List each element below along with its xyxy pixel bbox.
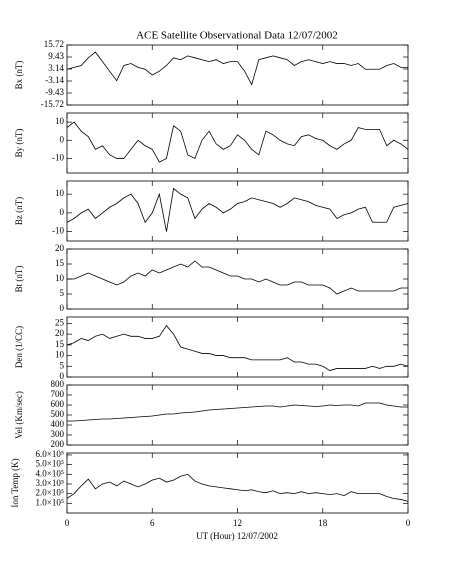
y-tick-label: 3.14 — [48, 63, 64, 73]
y-tick-label: 5 — [60, 360, 65, 370]
x-tick-label: 0 — [65, 518, 70, 528]
y-tick-label: 600 — [51, 399, 65, 409]
y-tick-label: 15.72 — [44, 39, 64, 49]
y-tick-label: 3.0×10⁵ — [36, 478, 64, 488]
y-tick-label: 700 — [51, 389, 65, 399]
y-tick-label: 15 — [55, 258, 65, 268]
y-tick-label: 0 — [60, 134, 65, 144]
y-tick-label: 20 — [55, 328, 65, 338]
y-tick-label: 2.0×10⁵ — [36, 488, 64, 498]
panel-frame — [66, 248, 409, 310]
data-line — [66, 51, 408, 86]
y-axis-label: Ion Temp (K) — [10, 458, 20, 507]
x-tick-label: 12 — [233, 518, 242, 528]
y-tick-label: 20 — [55, 243, 65, 253]
y-axis-label: Bt (nT) — [14, 266, 24, 293]
panel-frame — [66, 112, 409, 174]
data-line — [66, 187, 409, 232]
y-tick-label: 800 — [51, 379, 65, 389]
y-tick-label: 5 — [60, 288, 65, 298]
y-tick-label: 15 — [55, 339, 65, 349]
x-tick-label: 18 — [318, 518, 328, 528]
y-tick-label: -10 — [52, 226, 64, 236]
y-tick-label: 0 — [60, 303, 65, 313]
y-tick-label: 9.43 — [48, 51, 64, 61]
panel-frame — [66, 452, 409, 514]
y-tick-label: 10 — [55, 188, 65, 198]
y-tick-label: 10 — [55, 116, 65, 126]
y-axis-label: Den (1/CC) — [14, 326, 24, 368]
y-tick-label: 200 — [51, 439, 65, 449]
y-tick-label: -9.43 — [45, 87, 64, 97]
y-tick-label: -10 — [52, 153, 64, 163]
y-tick-label: 300 — [51, 429, 65, 439]
y-tick-label: 10 — [55, 350, 65, 360]
chart-title: ACE Satellite Observational Data 12/07/2… — [136, 30, 338, 42]
y-tick-label: 0 — [60, 207, 65, 217]
y-tick-label: 0 — [60, 371, 65, 381]
x-tick-label: 6 — [150, 518, 155, 528]
y-axis-label: Vel (Km/sec) — [14, 391, 24, 439]
panel-frame — [66, 384, 409, 446]
y-axis-label: Bx (nT) — [14, 61, 24, 90]
panel-frame — [66, 44, 409, 106]
panel-frame — [66, 316, 409, 378]
y-tick-label: 500 — [51, 409, 65, 419]
y-tick-label: 400 — [51, 419, 65, 429]
data-line — [67, 260, 408, 295]
y-axis-label: By (nT) — [14, 129, 24, 158]
panel-frame — [66, 180, 409, 242]
data-line — [67, 402, 408, 422]
x-axis-label: UT (Hour) 12/07/2002 — [196, 531, 278, 541]
y-tick-label: 5.0×10⁵ — [36, 459, 64, 469]
y-tick-label: 4.0×10⁵ — [36, 468, 64, 478]
y-tick-label: 6.0×10⁵ — [36, 449, 64, 459]
data-line — [66, 473, 409, 502]
y-tick-label: 10 — [55, 273, 65, 283]
y-axis-label: Bz (nT) — [14, 197, 24, 225]
data-line — [66, 324, 409, 372]
y-tick-label: 25 — [55, 317, 65, 327]
x-tick-label: 0 — [406, 518, 411, 528]
y-tick-label: -3.14 — [45, 75, 64, 85]
y-tick-label: -15.72 — [41, 99, 64, 109]
data-line — [66, 121, 409, 163]
y-tick-label: 1.0×10⁵ — [36, 497, 64, 507]
